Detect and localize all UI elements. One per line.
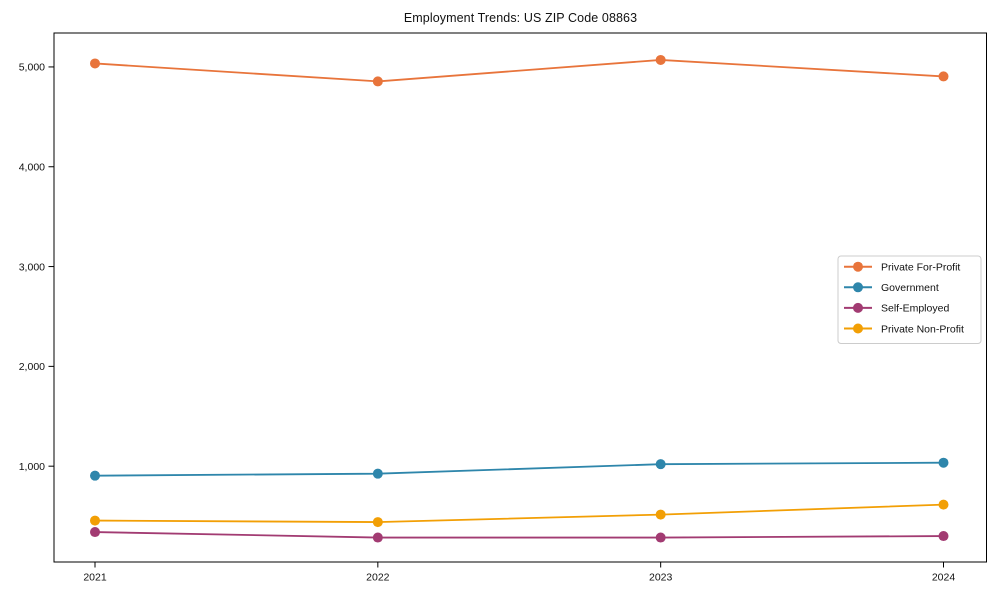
series-line-self-employed (94, 531, 944, 539)
data-point-private-non-profit-2021 (90, 515, 100, 526)
data-point-private-for-profit-2023 (655, 54, 666, 65)
data-point-private-non-profit-2022 (372, 517, 383, 528)
x-tick-label: 2022 (366, 572, 390, 584)
data-point-private-for-profit-2021 (90, 58, 100, 69)
x-tick-label: 2023 (649, 572, 673, 584)
legend-label-self-employed: Self-Employed (881, 303, 949, 315)
data-point-government-2023 (655, 459, 666, 470)
data-point-government-2024 (938, 457, 949, 468)
data-point-self-employed-2023 (655, 532, 666, 543)
legend-marker-private-non-profit (853, 323, 863, 334)
legend-marker-private-for-profit (853, 261, 863, 272)
x-tick-label: 2024 (932, 572, 956, 584)
data-point-self-employed-2022 (372, 532, 383, 543)
data-point-self-employed-2024 (938, 531, 949, 542)
plot-border (53, 32, 987, 563)
data-point-private-non-profit-2024 (938, 499, 949, 510)
y-tick-label: 5,000 (19, 62, 45, 74)
y-tick-label: 2,000 (19, 361, 45, 373)
chart-title: Employment Trends: US ZIP Code 08863 (403, 11, 638, 25)
x-tick-label: 2021 (83, 572, 107, 584)
legend-label-government: Government (881, 282, 939, 294)
legend-marker-self-employed (853, 302, 863, 313)
data-point-private-for-profit-2024 (938, 71, 949, 82)
legend-label-private-for-profit: Private For-Profit (881, 262, 960, 274)
series-line-government (94, 461, 944, 477)
series-line-private-for-profit (94, 59, 944, 83)
series-line-private-non-profit (94, 503, 944, 523)
data-point-private-non-profit-2023 (655, 509, 666, 520)
data-point-private-for-profit-2022 (372, 76, 383, 87)
data-point-self-employed-2021 (90, 527, 100, 538)
y-tick-label: 4,000 (19, 162, 45, 174)
data-point-government-2022 (372, 468, 383, 479)
y-tick-label: 1,000 (19, 461, 45, 473)
data-point-government-2021 (90, 470, 100, 481)
y-tick-label: 3,000 (19, 261, 45, 273)
legend-label-private-non-profit: Private Non-Profit (881, 323, 964, 335)
legend-marker-government (853, 282, 863, 293)
legend-box (837, 255, 982, 344)
